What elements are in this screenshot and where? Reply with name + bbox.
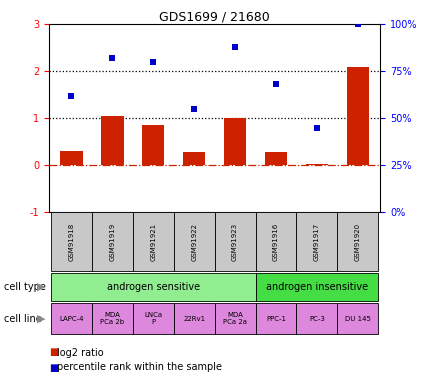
Text: GSM91922: GSM91922 bbox=[191, 223, 197, 261]
Bar bbox=[92, 213, 133, 271]
Bar bbox=[306, 164, 328, 165]
Text: GSM91919: GSM91919 bbox=[109, 223, 115, 261]
Bar bbox=[101, 116, 124, 165]
Bar bbox=[224, 118, 246, 165]
Text: GSM91918: GSM91918 bbox=[68, 223, 74, 261]
Bar bbox=[255, 273, 378, 301]
Bar bbox=[215, 303, 255, 334]
Text: GSM91920: GSM91920 bbox=[355, 223, 361, 261]
Text: GSM91916: GSM91916 bbox=[273, 223, 279, 261]
Bar bbox=[60, 151, 82, 165]
Point bbox=[68, 93, 75, 99]
Bar bbox=[92, 303, 133, 334]
Point bbox=[272, 81, 279, 87]
Bar bbox=[297, 213, 337, 271]
Text: GSM91923: GSM91923 bbox=[232, 223, 238, 261]
Bar bbox=[183, 152, 205, 165]
Bar bbox=[265, 152, 287, 165]
Bar bbox=[347, 67, 369, 165]
Point bbox=[191, 106, 198, 112]
Text: PC-3: PC-3 bbox=[309, 316, 325, 322]
Bar bbox=[255, 303, 297, 334]
Bar bbox=[215, 213, 255, 271]
Bar bbox=[51, 303, 92, 334]
Bar bbox=[133, 213, 174, 271]
Text: ▶: ▶ bbox=[37, 314, 46, 324]
Bar bbox=[142, 125, 164, 165]
Bar bbox=[174, 213, 215, 271]
Bar bbox=[51, 273, 255, 301]
Text: DU 145: DU 145 bbox=[345, 316, 371, 322]
Bar bbox=[51, 213, 92, 271]
Point bbox=[232, 44, 238, 50]
Bar bbox=[174, 303, 215, 334]
Point bbox=[150, 59, 157, 65]
Bar bbox=[133, 303, 174, 334]
Point bbox=[354, 21, 361, 27]
Text: ■: ■ bbox=[49, 363, 58, 372]
Text: LNCa
P: LNCa P bbox=[144, 312, 162, 325]
Text: ▶: ▶ bbox=[37, 282, 46, 292]
Text: LAPC-4: LAPC-4 bbox=[59, 316, 84, 322]
Bar bbox=[337, 303, 378, 334]
Point bbox=[109, 55, 116, 61]
Text: percentile rank within the sample: percentile rank within the sample bbox=[57, 363, 222, 372]
Text: MDA
PCa 2b: MDA PCa 2b bbox=[100, 312, 125, 325]
Bar bbox=[255, 213, 297, 271]
Text: cell type: cell type bbox=[4, 282, 46, 292]
Text: cell line: cell line bbox=[4, 314, 42, 324]
Text: GSM91917: GSM91917 bbox=[314, 223, 320, 261]
Text: GSM91921: GSM91921 bbox=[150, 223, 156, 261]
Bar bbox=[337, 213, 378, 271]
Text: androgen insensitive: androgen insensitive bbox=[266, 282, 368, 292]
Text: 22Rv1: 22Rv1 bbox=[183, 316, 205, 322]
Text: PPC-1: PPC-1 bbox=[266, 316, 286, 322]
Text: MDA
PCa 2a: MDA PCa 2a bbox=[223, 312, 247, 325]
Text: androgen sensitive: androgen sensitive bbox=[107, 282, 200, 292]
Text: log2 ratio: log2 ratio bbox=[57, 348, 104, 357]
Point bbox=[314, 124, 320, 130]
Bar bbox=[297, 303, 337, 334]
Text: ■: ■ bbox=[49, 348, 58, 357]
Title: GDS1699 / 21680: GDS1699 / 21680 bbox=[159, 10, 270, 23]
